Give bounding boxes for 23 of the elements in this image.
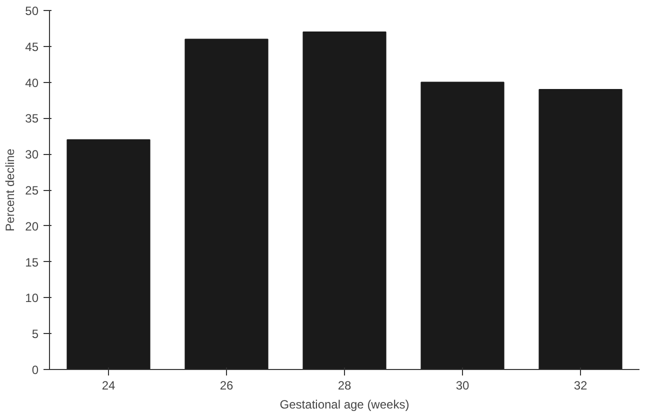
- x-tick-label: 24: [102, 378, 116, 392]
- bar: [66, 139, 150, 370]
- y-tick-label: 0: [32, 363, 39, 377]
- y-tick-label: 50: [25, 4, 39, 18]
- x-axis-title: Gestational age (weeks): [280, 398, 410, 412]
- bar: [538, 88, 622, 370]
- x-tick-label: 26: [220, 378, 234, 392]
- x-tick-label: 28: [338, 378, 352, 392]
- x-tick-label: 30: [456, 378, 470, 392]
- y-tick-label: 5: [32, 327, 39, 342]
- y-axis-title: Percent decline: [3, 148, 18, 232]
- y-tick-label: 45: [25, 40, 39, 54]
- y-tick-label: 20: [25, 219, 39, 234]
- x-tick-label: 32: [574, 378, 588, 392]
- y-tick-label: 15: [25, 255, 39, 270]
- y-tick-label: 25: [25, 184, 39, 198]
- y-tick-label: 10: [25, 291, 39, 306]
- bar: [184, 38, 268, 370]
- bar: [302, 32, 386, 370]
- y-tick-label: 30: [25, 148, 39, 162]
- bar: [420, 82, 504, 370]
- y-tick-label: 35: [25, 112, 39, 126]
- y-tick-label: 40: [25, 76, 39, 90]
